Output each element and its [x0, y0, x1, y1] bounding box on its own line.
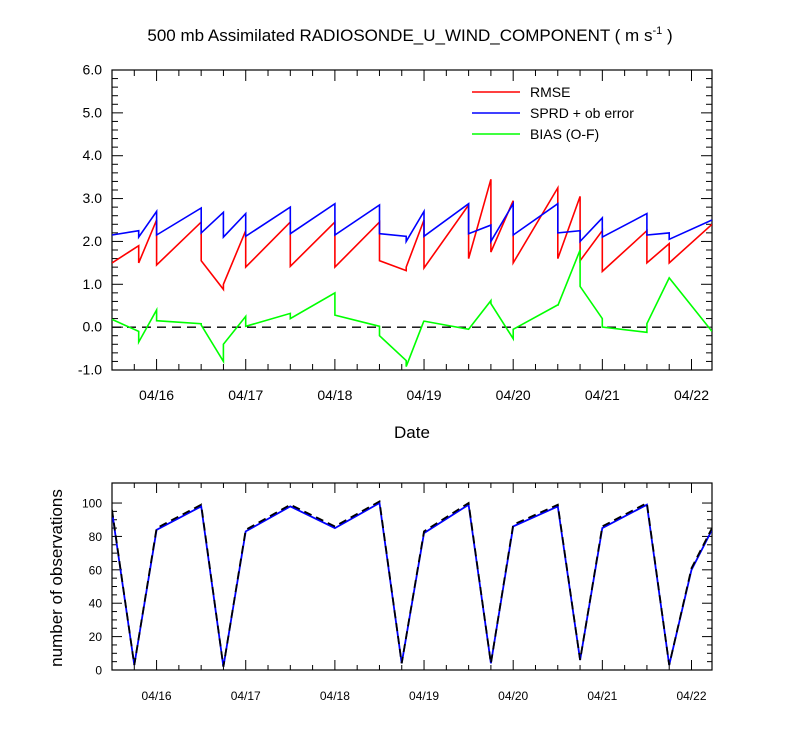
- series-line-observations-dashed: [112, 499, 712, 667]
- y-tick-label: 5.0: [83, 104, 103, 120]
- x-tick-label: 04/19: [407, 387, 442, 403]
- x-tick-label: 04/19: [409, 689, 439, 703]
- chart-title-main: 500 mb Assimilated RADIOSONDE_U_WIND_COM…: [147, 26, 652, 45]
- x-tick-label: 04/22: [674, 387, 709, 403]
- legend-label: BIAS (O-F): [530, 126, 599, 142]
- y-tick-label: 20: [89, 630, 103, 644]
- x-tick-label: 04/18: [320, 689, 350, 703]
- y-tick-label: 0.0: [83, 319, 103, 335]
- x-tick-label: 04/20: [496, 387, 531, 403]
- series-line-observations-solid: [112, 501, 712, 667]
- plot-frame: [111, 482, 713, 671]
- legend-label: SPRD + ob error: [530, 105, 634, 121]
- series-line-sprd-ob-error: [112, 200, 712, 245]
- x-tick-label: 04/21: [585, 387, 620, 403]
- x-tick-label: 04/20: [498, 689, 528, 703]
- chart-title-end: ): [662, 26, 672, 45]
- top-chart: -1.0 0.0 1.0 2.0 3.0 4.0 5.0 6.0 04/16 04/17 04/18…: [78, 62, 713, 403]
- x-tick-label: 04/17: [228, 387, 263, 403]
- y-tick-label: 3.0: [83, 190, 103, 206]
- x-tick-label: 04/16: [142, 689, 172, 703]
- y-tick-label: 1.0: [83, 276, 103, 292]
- x-tick-label: 04/16: [139, 387, 174, 403]
- y-tick-label: 2.0: [83, 233, 103, 249]
- y-tick-label: 80: [89, 530, 103, 544]
- y-tick-label: 4.0: [83, 147, 103, 163]
- bottom-chart: 0 20 40 60 80 100 04/16 04/17 04/18 04/19 04/20 04/…: [82, 482, 713, 703]
- x-tick-label: 04/17: [231, 689, 261, 703]
- top-x-axis-label: Date: [394, 423, 430, 442]
- x-tick-label: 04/21: [587, 689, 617, 703]
- y-tick-label: 60: [89, 563, 103, 577]
- x-tick-label: 04/22: [676, 689, 706, 703]
- x-tick-label: 04/18: [317, 387, 352, 403]
- y-tick-label: 100: [82, 497, 102, 511]
- y-tick-label: 40: [89, 597, 103, 611]
- legend-label: RMSE: [530, 84, 570, 100]
- y-tick-label: -1.0: [78, 362, 102, 378]
- chart-title: 500 mb Assimilated RADIOSONDE_U_WIND_COM…: [147, 25, 672, 45]
- chart-title-superscript: -1: [652, 25, 662, 37]
- bottom-y-axis-label: number of observations: [47, 489, 66, 667]
- series-line-rmse: [112, 179, 712, 292]
- series-line-bias-o-f: [112, 249, 712, 367]
- y-tick-label: 0: [95, 664, 102, 678]
- y-tick-label: 6.0: [83, 62, 103, 78]
